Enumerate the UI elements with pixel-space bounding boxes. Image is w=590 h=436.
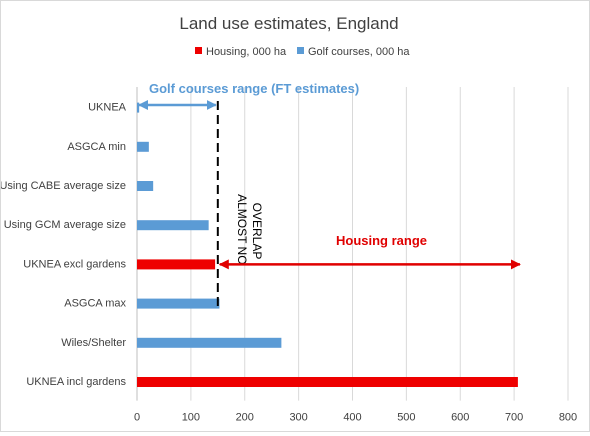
x-tick-label: 100 bbox=[182, 412, 200, 424]
legend-label-housing: Housing, 000 ha bbox=[206, 46, 287, 58]
legend-label-golf: Golf courses, 000 ha bbox=[308, 46, 410, 58]
golf-bar bbox=[137, 298, 220, 309]
category-label: ASGCA min bbox=[67, 141, 126, 153]
x-tick-label: 300 bbox=[289, 412, 307, 424]
housing-bar bbox=[137, 259, 216, 270]
category-label: UKNEA excl gardens bbox=[23, 258, 126, 270]
legend: Housing, 000 ha Golf courses, 000 ha bbox=[195, 46, 410, 58]
category-label: UKNEA bbox=[88, 102, 127, 114]
category-label: Wiles/Shelter bbox=[61, 337, 126, 349]
x-tick-label: 400 bbox=[343, 412, 361, 424]
x-axis-tick-labels: 0 100 200 300 400 500 600 700 800 bbox=[134, 412, 577, 424]
category-label: Using GCM average size bbox=[4, 219, 126, 231]
bars bbox=[137, 102, 518, 387]
golf-bar bbox=[137, 220, 209, 231]
golf-bar bbox=[137, 181, 154, 191]
x-tick-label: 0 bbox=[134, 412, 140, 424]
chart-title: Land use estimates, England bbox=[179, 14, 398, 33]
overlap-label-line-1: ALMOST NO bbox=[235, 194, 249, 264]
category-label: UKNEA incl gardens bbox=[26, 376, 126, 388]
category-label: ASGCA max bbox=[64, 298, 126, 310]
housing-range-label: Housing range bbox=[336, 233, 427, 248]
legend-swatch-golf bbox=[297, 47, 304, 54]
golf-bar bbox=[137, 337, 282, 348]
gridlines bbox=[136, 87, 569, 401]
golf-bar bbox=[137, 141, 149, 152]
x-tick-label: 500 bbox=[397, 412, 415, 424]
category-label: Using CABE average size bbox=[1, 180, 126, 192]
housing-bar bbox=[137, 377, 518, 387]
x-tick-label: 600 bbox=[451, 412, 469, 424]
legend-swatch-housing bbox=[195, 47, 202, 54]
overlap-label: ALMOST NO OVERLAP bbox=[235, 194, 264, 268]
x-tick-label: 700 bbox=[505, 412, 523, 424]
annotations: ALMOST NO OVERLAP Golf courses range (FT… bbox=[138, 81, 521, 311]
overlap-label-line-2: OVERLAP bbox=[250, 203, 264, 260]
golf-range-label: Golf courses range (FT estimates) bbox=[149, 81, 359, 96]
category-labels: UKNEA ASGCA min Using CABE average size Usi… bbox=[0, 102, 127, 388]
golf-bar bbox=[137, 102, 140, 113]
x-tick-label: 800 bbox=[559, 412, 577, 424]
x-tick-label: 200 bbox=[236, 412, 254, 424]
